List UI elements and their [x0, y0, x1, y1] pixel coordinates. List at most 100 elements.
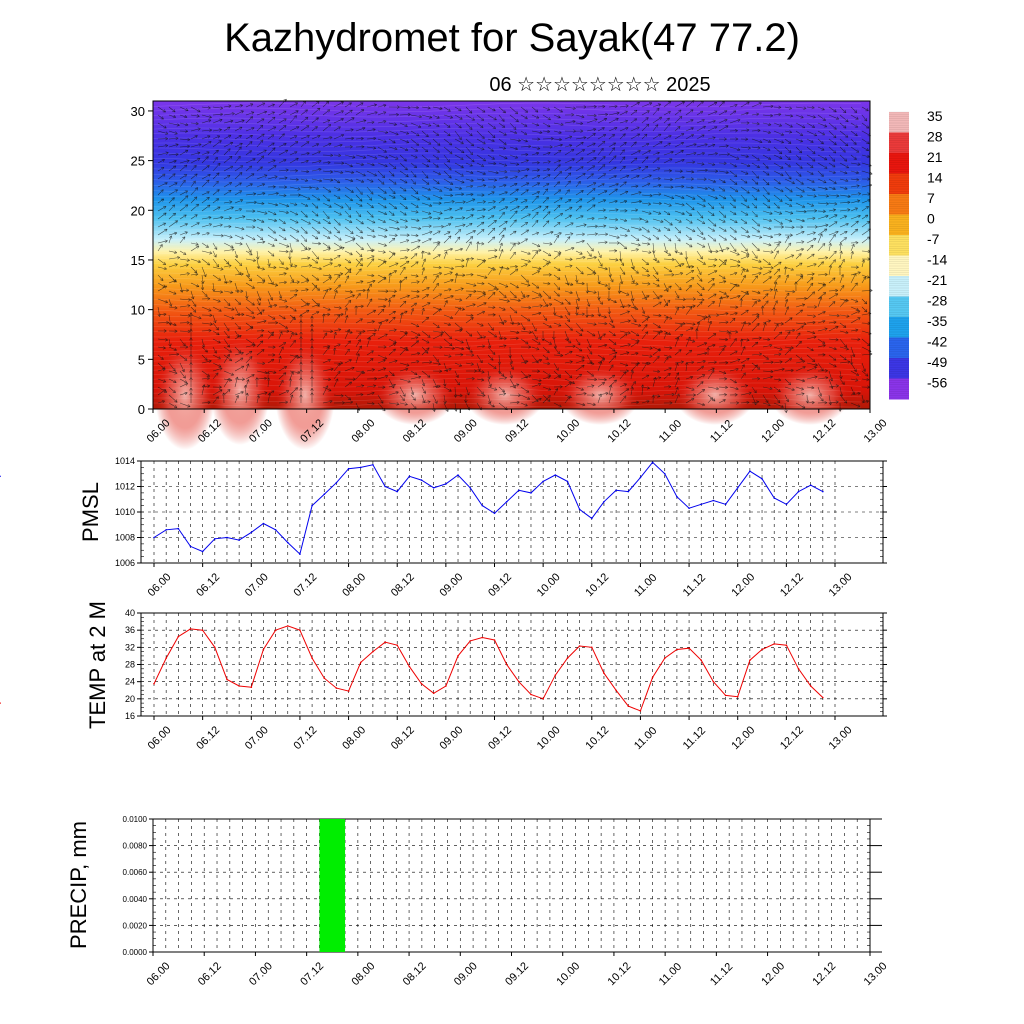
data-point	[238, 685, 240, 687]
colorbar-swatch	[889, 337, 909, 359]
y-tick-label: 16	[125, 711, 135, 721]
data-point	[311, 504, 313, 507]
data-point	[785, 644, 788, 646]
data-point	[445, 483, 447, 485]
temp-2m-panel: 16 20 24 28 32 36 40 06.00 06.12 07.00 07.12 08.00 0…	[0, 601, 887, 752]
y-tick-label: 20	[131, 203, 145, 218]
y-tick-label: 0.0080	[123, 842, 148, 851]
data-point	[651, 676, 654, 679]
y-tick-label: 1012	[115, 482, 135, 492]
warm-core	[770, 365, 850, 425]
x-tick-label: 07.00	[247, 960, 275, 988]
colorbar-label: -42	[927, 334, 947, 350]
y-tick-label: 1008	[115, 533, 135, 543]
data-point	[530, 693, 532, 696]
x-tick-label: 12.00	[729, 571, 757, 599]
y-axis-label: PMSL	[78, 482, 103, 542]
data-point	[736, 695, 739, 698]
warm-core	[675, 365, 755, 425]
data-point	[201, 550, 204, 553]
x-tick-label: 12.12	[778, 571, 806, 599]
precip-panel: 0.0000 0.0020 0.0040 0.0060 0.0080 0.0100 06.0…	[66, 815, 890, 988]
x-tick-label: 10.00	[535, 724, 563, 752]
y-tick-label: 1006	[115, 558, 135, 568]
x-tick-label: 10.12	[583, 571, 611, 599]
x-tick-label: 07.00	[243, 724, 271, 752]
data-point	[335, 481, 338, 484]
y-tick-label: 0.0000	[123, 948, 148, 957]
data-point	[676, 648, 678, 651]
data-point	[396, 490, 399, 493]
colorbar-swatch	[889, 153, 909, 174]
data-point	[591, 646, 593, 649]
data-point	[226, 678, 228, 681]
colorbar-swatch	[889, 317, 909, 338]
data-point	[359, 466, 362, 469]
x-tick-label: 11.00	[657, 961, 684, 988]
data-point	[578, 508, 581, 511]
x-tick-label: 10.00	[554, 417, 582, 445]
data-point	[201, 629, 204, 631]
data-point	[518, 680, 520, 683]
data-point	[664, 657, 666, 659]
y-tick-label: 0.0020	[123, 921, 148, 930]
colorbar-swatch	[889, 358, 909, 379]
data-point	[432, 692, 435, 695]
wind-vectors	[157, 98, 873, 413]
chart-subtitle: 06 ☆☆☆☆☆☆☆☆ 2025	[489, 74, 711, 96]
data-point	[299, 629, 301, 631]
x-tick-label: 09.00	[452, 417, 480, 445]
x-tick-label: 07.12	[298, 960, 326, 988]
x-tick-label: 13.00	[862, 417, 890, 445]
data-point	[214, 538, 216, 540]
y-tick-label: 24	[125, 677, 135, 687]
data-point	[250, 686, 253, 688]
colorbar-label: 21	[927, 149, 943, 165]
data-point	[518, 489, 520, 492]
x-tick-label: 11.12	[708, 961, 735, 988]
chart-title: Kazhydromet for Sayak(47 77.2)	[224, 16, 800, 60]
data-point	[700, 659, 702, 661]
x-tick-label: 09.00	[437, 571, 465, 599]
colorbar-label: 14	[927, 170, 943, 186]
colorbar-label: 35	[927, 108, 943, 124]
data-point	[493, 639, 496, 641]
data-point	[165, 529, 167, 531]
data-point	[639, 710, 642, 712]
x-tick-label: 11.00	[632, 725, 659, 752]
data-point	[384, 485, 386, 488]
data-point	[736, 487, 739, 489]
data-point	[566, 657, 569, 659]
data-point	[797, 668, 800, 670]
y-tick-label: 10	[131, 303, 145, 318]
x-tick-label: 10.00	[535, 571, 563, 599]
data-point	[274, 529, 277, 531]
x-tick-label: 08.00	[349, 417, 377, 445]
data-point	[287, 625, 289, 627]
data-point	[177, 635, 180, 638]
data-point	[323, 493, 326, 496]
x-tick-label: 07.00	[243, 571, 271, 599]
x-tick-label: 09.12	[486, 571, 514, 599]
data-point	[189, 628, 192, 630]
x-tick-label: 10.12	[583, 724, 611, 752]
data-point	[189, 545, 192, 548]
data-point	[165, 657, 167, 659]
colorbar-swatch	[889, 132, 909, 154]
x-tick-label: 09.00	[452, 960, 480, 988]
y-tick-label: 0.0060	[123, 868, 148, 877]
colorbar-swatch	[889, 255, 909, 277]
colorbar-swatch	[889, 112, 909, 133]
data-point	[530, 492, 532, 494]
data-point	[238, 539, 240, 541]
colorbar-label: -14	[927, 252, 947, 268]
data-point	[651, 461, 654, 464]
data-point	[809, 484, 812, 487]
x-tick-label: 11.00	[657, 418, 684, 445]
x-tick-label: 13.00	[862, 960, 890, 988]
precip-bar	[319, 819, 346, 952]
data-point	[457, 655, 459, 657]
x-tick-label: 13.00	[827, 571, 855, 599]
